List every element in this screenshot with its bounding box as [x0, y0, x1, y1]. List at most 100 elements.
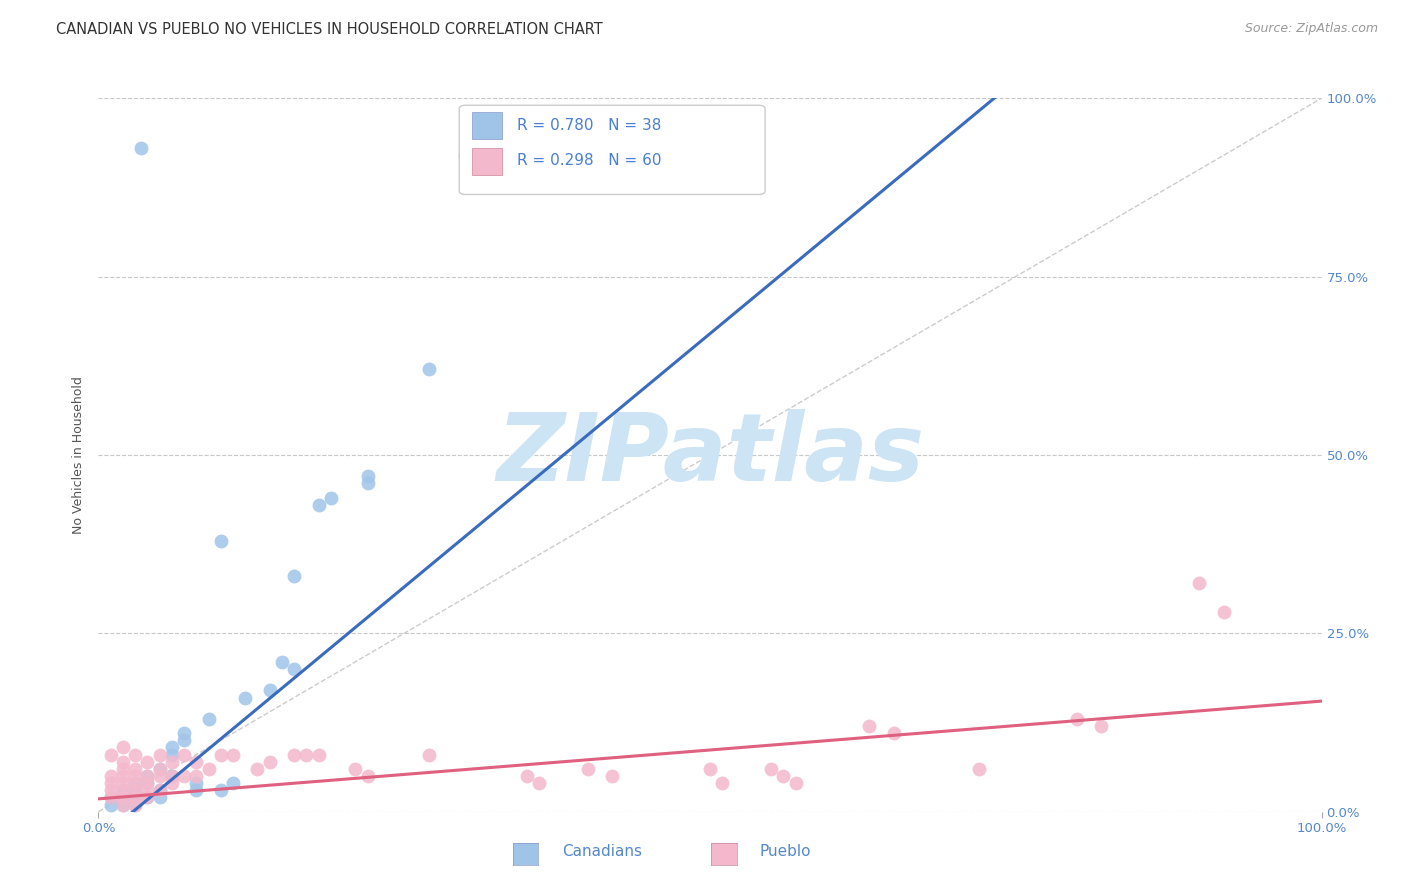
- Point: [149, 783, 172, 797]
- Point: [418, 362, 440, 376]
- Text: ZIPatlas: ZIPatlas: [496, 409, 924, 501]
- Point: [1188, 576, 1211, 591]
- FancyBboxPatch shape: [471, 112, 502, 139]
- Point: [283, 747, 305, 762]
- FancyBboxPatch shape: [471, 148, 502, 175]
- Point: [124, 783, 146, 797]
- Point: [1090, 719, 1112, 733]
- Point: [246, 762, 269, 776]
- Point: [576, 762, 599, 776]
- Point: [124, 790, 146, 805]
- Point: [111, 797, 134, 812]
- Point: [136, 790, 159, 805]
- Point: [111, 769, 134, 783]
- Point: [356, 769, 378, 783]
- Point: [785, 776, 807, 790]
- Point: [129, 141, 152, 155]
- Point: [149, 790, 172, 805]
- Point: [356, 469, 378, 483]
- Point: [100, 797, 122, 812]
- Point: [124, 776, 146, 790]
- Y-axis label: No Vehicles in Household: No Vehicles in Household: [72, 376, 86, 533]
- Point: [111, 755, 134, 769]
- Point: [197, 762, 219, 776]
- Point: [1066, 712, 1088, 726]
- Point: [173, 733, 195, 747]
- Point: [149, 769, 172, 783]
- Point: [149, 762, 172, 776]
- Point: [124, 783, 146, 797]
- Point: [283, 662, 305, 676]
- Point: [233, 690, 256, 705]
- Point: [186, 769, 208, 783]
- Point: [111, 783, 134, 797]
- Text: Pueblo: Pueblo: [759, 845, 811, 859]
- Point: [173, 747, 195, 762]
- Point: [111, 740, 134, 755]
- Point: [209, 533, 232, 548]
- Point: [124, 790, 146, 805]
- Point: [356, 476, 378, 491]
- Point: [222, 747, 245, 762]
- Point: [160, 769, 183, 783]
- Point: [209, 783, 232, 797]
- Point: [1212, 605, 1234, 619]
- Point: [160, 769, 183, 783]
- Point: [111, 762, 134, 776]
- Point: [699, 762, 721, 776]
- Point: [160, 747, 183, 762]
- Point: [186, 755, 208, 769]
- Point: [259, 683, 281, 698]
- Point: [100, 783, 122, 797]
- Point: [515, 769, 537, 783]
- Point: [124, 797, 146, 812]
- Point: [283, 569, 305, 583]
- Point: [136, 769, 159, 783]
- Point: [711, 776, 734, 790]
- Point: [967, 762, 990, 776]
- Point: [454, 148, 477, 162]
- Point: [124, 776, 146, 790]
- Point: [149, 747, 172, 762]
- Point: [858, 719, 880, 733]
- Point: [173, 769, 195, 783]
- Point: [124, 769, 146, 783]
- Point: [173, 726, 195, 740]
- Point: [186, 783, 208, 797]
- Point: [100, 769, 122, 783]
- Point: [600, 769, 623, 783]
- Point: [149, 783, 172, 797]
- Text: R = 0.298   N = 60: R = 0.298 N = 60: [517, 153, 661, 168]
- Point: [527, 776, 550, 790]
- Point: [308, 747, 330, 762]
- Text: CANADIAN VS PUEBLO NO VEHICLES IN HOUSEHOLD CORRELATION CHART: CANADIAN VS PUEBLO NO VEHICLES IN HOUSEH…: [56, 22, 603, 37]
- FancyBboxPatch shape: [460, 105, 765, 194]
- Point: [100, 790, 122, 805]
- Point: [100, 776, 122, 790]
- Point: [761, 762, 783, 776]
- Point: [308, 498, 330, 512]
- Point: [136, 790, 159, 805]
- Point: [197, 712, 219, 726]
- Point: [111, 790, 134, 805]
- Point: [124, 797, 146, 812]
- Point: [160, 776, 183, 790]
- Text: R = 0.780   N = 38: R = 0.780 N = 38: [517, 118, 661, 133]
- Point: [160, 755, 183, 769]
- Point: [124, 747, 146, 762]
- Point: [295, 747, 318, 762]
- Point: [883, 726, 905, 740]
- Point: [136, 755, 159, 769]
- Point: [259, 755, 281, 769]
- Point: [136, 776, 159, 790]
- Point: [160, 740, 183, 755]
- Text: Canadians: Canadians: [562, 845, 643, 859]
- Point: [149, 762, 172, 776]
- Point: [136, 769, 159, 783]
- Point: [111, 790, 134, 805]
- Point: [100, 790, 122, 805]
- Point: [209, 747, 232, 762]
- Point: [136, 783, 159, 797]
- Text: Source: ZipAtlas.com: Source: ZipAtlas.com: [1244, 22, 1378, 36]
- Point: [186, 776, 208, 790]
